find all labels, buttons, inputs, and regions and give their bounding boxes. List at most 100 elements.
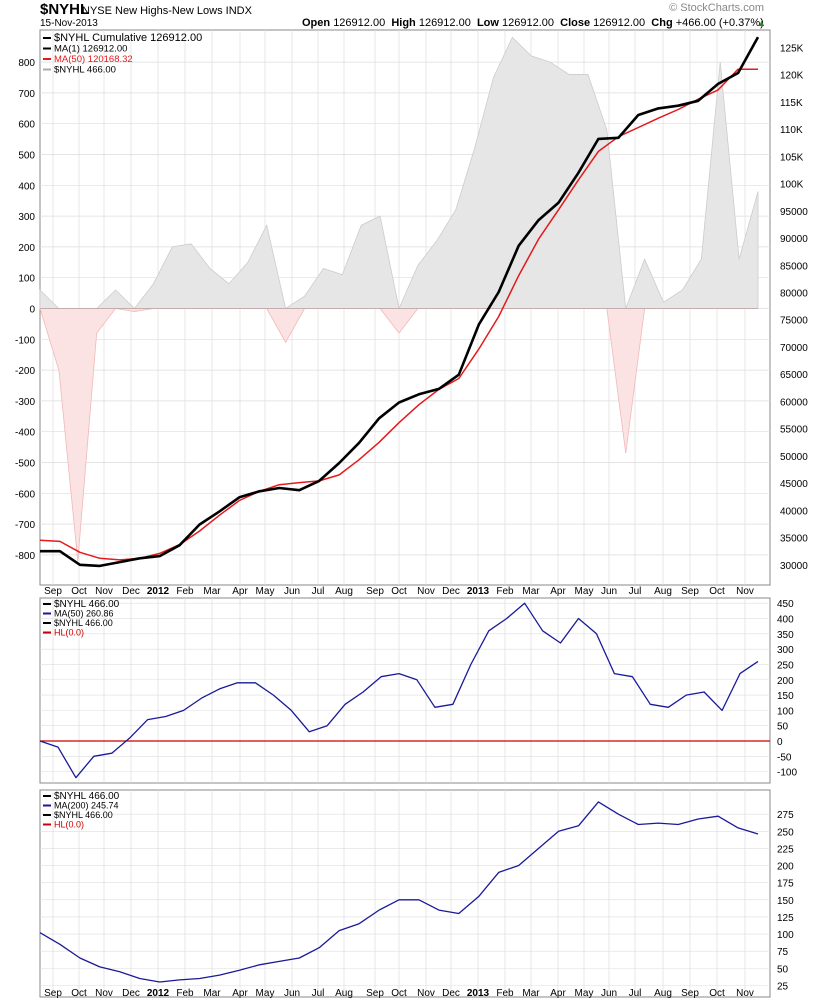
x-tick-label: Apr [550,586,566,597]
legend-swatch [43,37,51,39]
legend-swatch [43,603,51,605]
ma50-tick-label: 150 [777,691,794,702]
left-tick-label: 800 [18,58,35,69]
bottom-x-tick-label: Dec [442,988,460,999]
legend-swatch [43,622,51,624]
cumulative-line [40,36,760,568]
close-value: 126912.00 [593,17,646,29]
legend-swatch [43,631,51,634]
legend-swatch [43,68,51,71]
bottom-x-tick-label: Apr [232,988,248,999]
x-tick-label: May [575,586,594,597]
legend-swatch [43,823,51,826]
left-tick-label: -200 [15,366,35,377]
symbol-title: $NYHL [40,1,90,18]
high-label: High [391,17,416,29]
chg-value: +466.00 (+0.37%) [675,17,764,29]
x-tick-label: May [256,586,275,597]
bottom-x-tick-label: Mar [522,988,540,999]
legend-entry: $NYHL Cumulative 126912.00 [54,32,202,44]
x-tick-label: Sep [681,586,699,597]
left-tick-label: 400 [18,181,35,192]
bottom-x-tick-label: Jun [284,988,300,999]
ma50-panel-frame [39,597,771,784]
ma200-tick-label: 250 [777,827,794,838]
bottom-x-tick-label: Jun [601,988,617,999]
right-tick-label: 45000 [780,479,808,490]
left-tick-label: -500 [15,459,35,470]
legend-swatch [43,795,51,797]
x-tick-label: Dec [442,586,460,597]
x-tick-label: Sep [44,586,62,597]
right-tick-label: 80000 [780,289,808,300]
bottom-x-tick-label: Oct [709,988,725,999]
bottom-x-tick-label: Nov [736,988,754,999]
x-tick-label: Nov [95,586,113,597]
x-tick-label: Aug [654,586,672,597]
ma50-tick-label: -50 [777,752,792,763]
high-value: 126912.00 [418,17,471,29]
x-tick-label: Jun [601,586,617,597]
ma50-tick-label: 0 [777,737,783,748]
ma200-tick-label: 25 [777,981,789,992]
ma200-oscillator-line [39,801,759,983]
x-tick-label: Jul [629,586,642,597]
x-tick-label: Feb [176,586,194,597]
ma200-tick-label: 100 [777,930,794,941]
right-tick-label: 120K [780,71,804,82]
low-value: 126912.00 [502,17,555,29]
right-tick-label: 55000 [780,425,808,436]
bottom-x-tick-label: Aug [654,988,672,999]
legend-entry: MA(1) 126912.00 [54,44,127,55]
x-tick-label: Mar [522,586,540,597]
left-tick-label: -600 [15,489,35,500]
ma200-panel-frame [39,789,771,998]
legend-entry: MA(50) 120168.32 [54,54,133,65]
ma200-tick-label: 150 [777,896,794,907]
ma50-oscillator-line [39,602,759,779]
legend-entry: $NYHL 466.00 [54,618,113,628]
ma200-tick-label: 125 [777,913,794,924]
x-tick-label: Oct [71,586,87,597]
legend-entry: MA(200) 245.74 [54,801,119,811]
bottom-x-tick-label: Oct [71,988,87,999]
up-arrow-icon: ▲ [757,18,766,28]
legend-swatch [43,814,51,816]
left-tick-label: 0 [29,305,35,316]
chart-date: 15-Nov-2013 [40,18,98,29]
right-tick-label: 125K [780,43,804,54]
legend-swatch [43,47,51,50]
x-tick-label: 2012 [147,586,170,597]
bottom-x-tick-label: May [256,988,275,999]
ma50-tick-label: -100 [777,768,797,779]
quote-bar: Open 126912.00 High 126912.00 Low 126912… [302,17,764,29]
x-tick-label: Feb [496,586,514,597]
x-tick-label: 2013 [467,586,490,597]
brand-logo: © StockCharts.com [669,2,764,14]
x-tick-label: Sep [366,586,384,597]
legend-entry: $NYHL 466.00 [54,599,120,610]
bottom-x-tick-label: Sep [44,988,62,999]
bottom-x-tick-label: Jul [629,988,642,999]
bottom-x-tick-label: Feb [496,988,514,999]
ma50-tick-label: 200 [777,676,794,687]
legend-entry: HL(0.0) [54,628,84,638]
right-tick-label: 100K [780,180,804,191]
left-tick-label: 700 [18,89,35,100]
exchange-label: INDX [225,5,252,17]
x-tick-label: Oct [709,586,725,597]
ma200-tick-label: 225 [777,844,794,855]
bottom-x-tick-label: Oct [391,988,407,999]
legend-entry: $NYHL 466.00 [54,810,113,820]
legend-swatch [43,804,51,807]
bottom-x-tick-label: Jul [312,988,325,999]
bottom-x-tick-label: Apr [550,988,566,999]
right-tick-label: 85000 [780,261,808,272]
left-tick-label: -300 [15,397,35,408]
left-tick-label: 300 [18,212,35,223]
left-tick-label: 200 [18,243,35,254]
index-name: NYSE New Highs-New Lows INDX [82,5,252,17]
left-tick-label: -400 [15,428,35,439]
legend-entry: MA(50) 260.86 [54,609,114,619]
